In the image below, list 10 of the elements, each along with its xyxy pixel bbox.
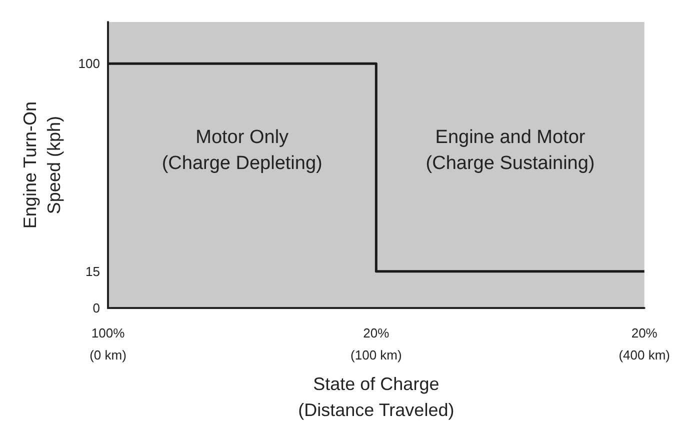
x-axis-title: State of Charge (Distance Traveled)	[298, 374, 454, 420]
x-tick-label: 20% (100 km)	[350, 326, 402, 363]
x-tick-label: 20% (400 km)	[618, 326, 670, 363]
y-tick-label: 0	[92, 300, 100, 316]
annotation: Engine and Motor (Charge Sustaining)	[426, 127, 595, 174]
y-tick-label: 15	[86, 264, 100, 279]
y-tick-label: 100	[78, 56, 100, 72]
y-axis-title: Engine Turn-On Speed (kph)	[20, 102, 64, 229]
annotation: Motor Only (Charge Depleting)	[162, 127, 322, 174]
x-tick-label: 100% (0 km)	[90, 326, 126, 363]
